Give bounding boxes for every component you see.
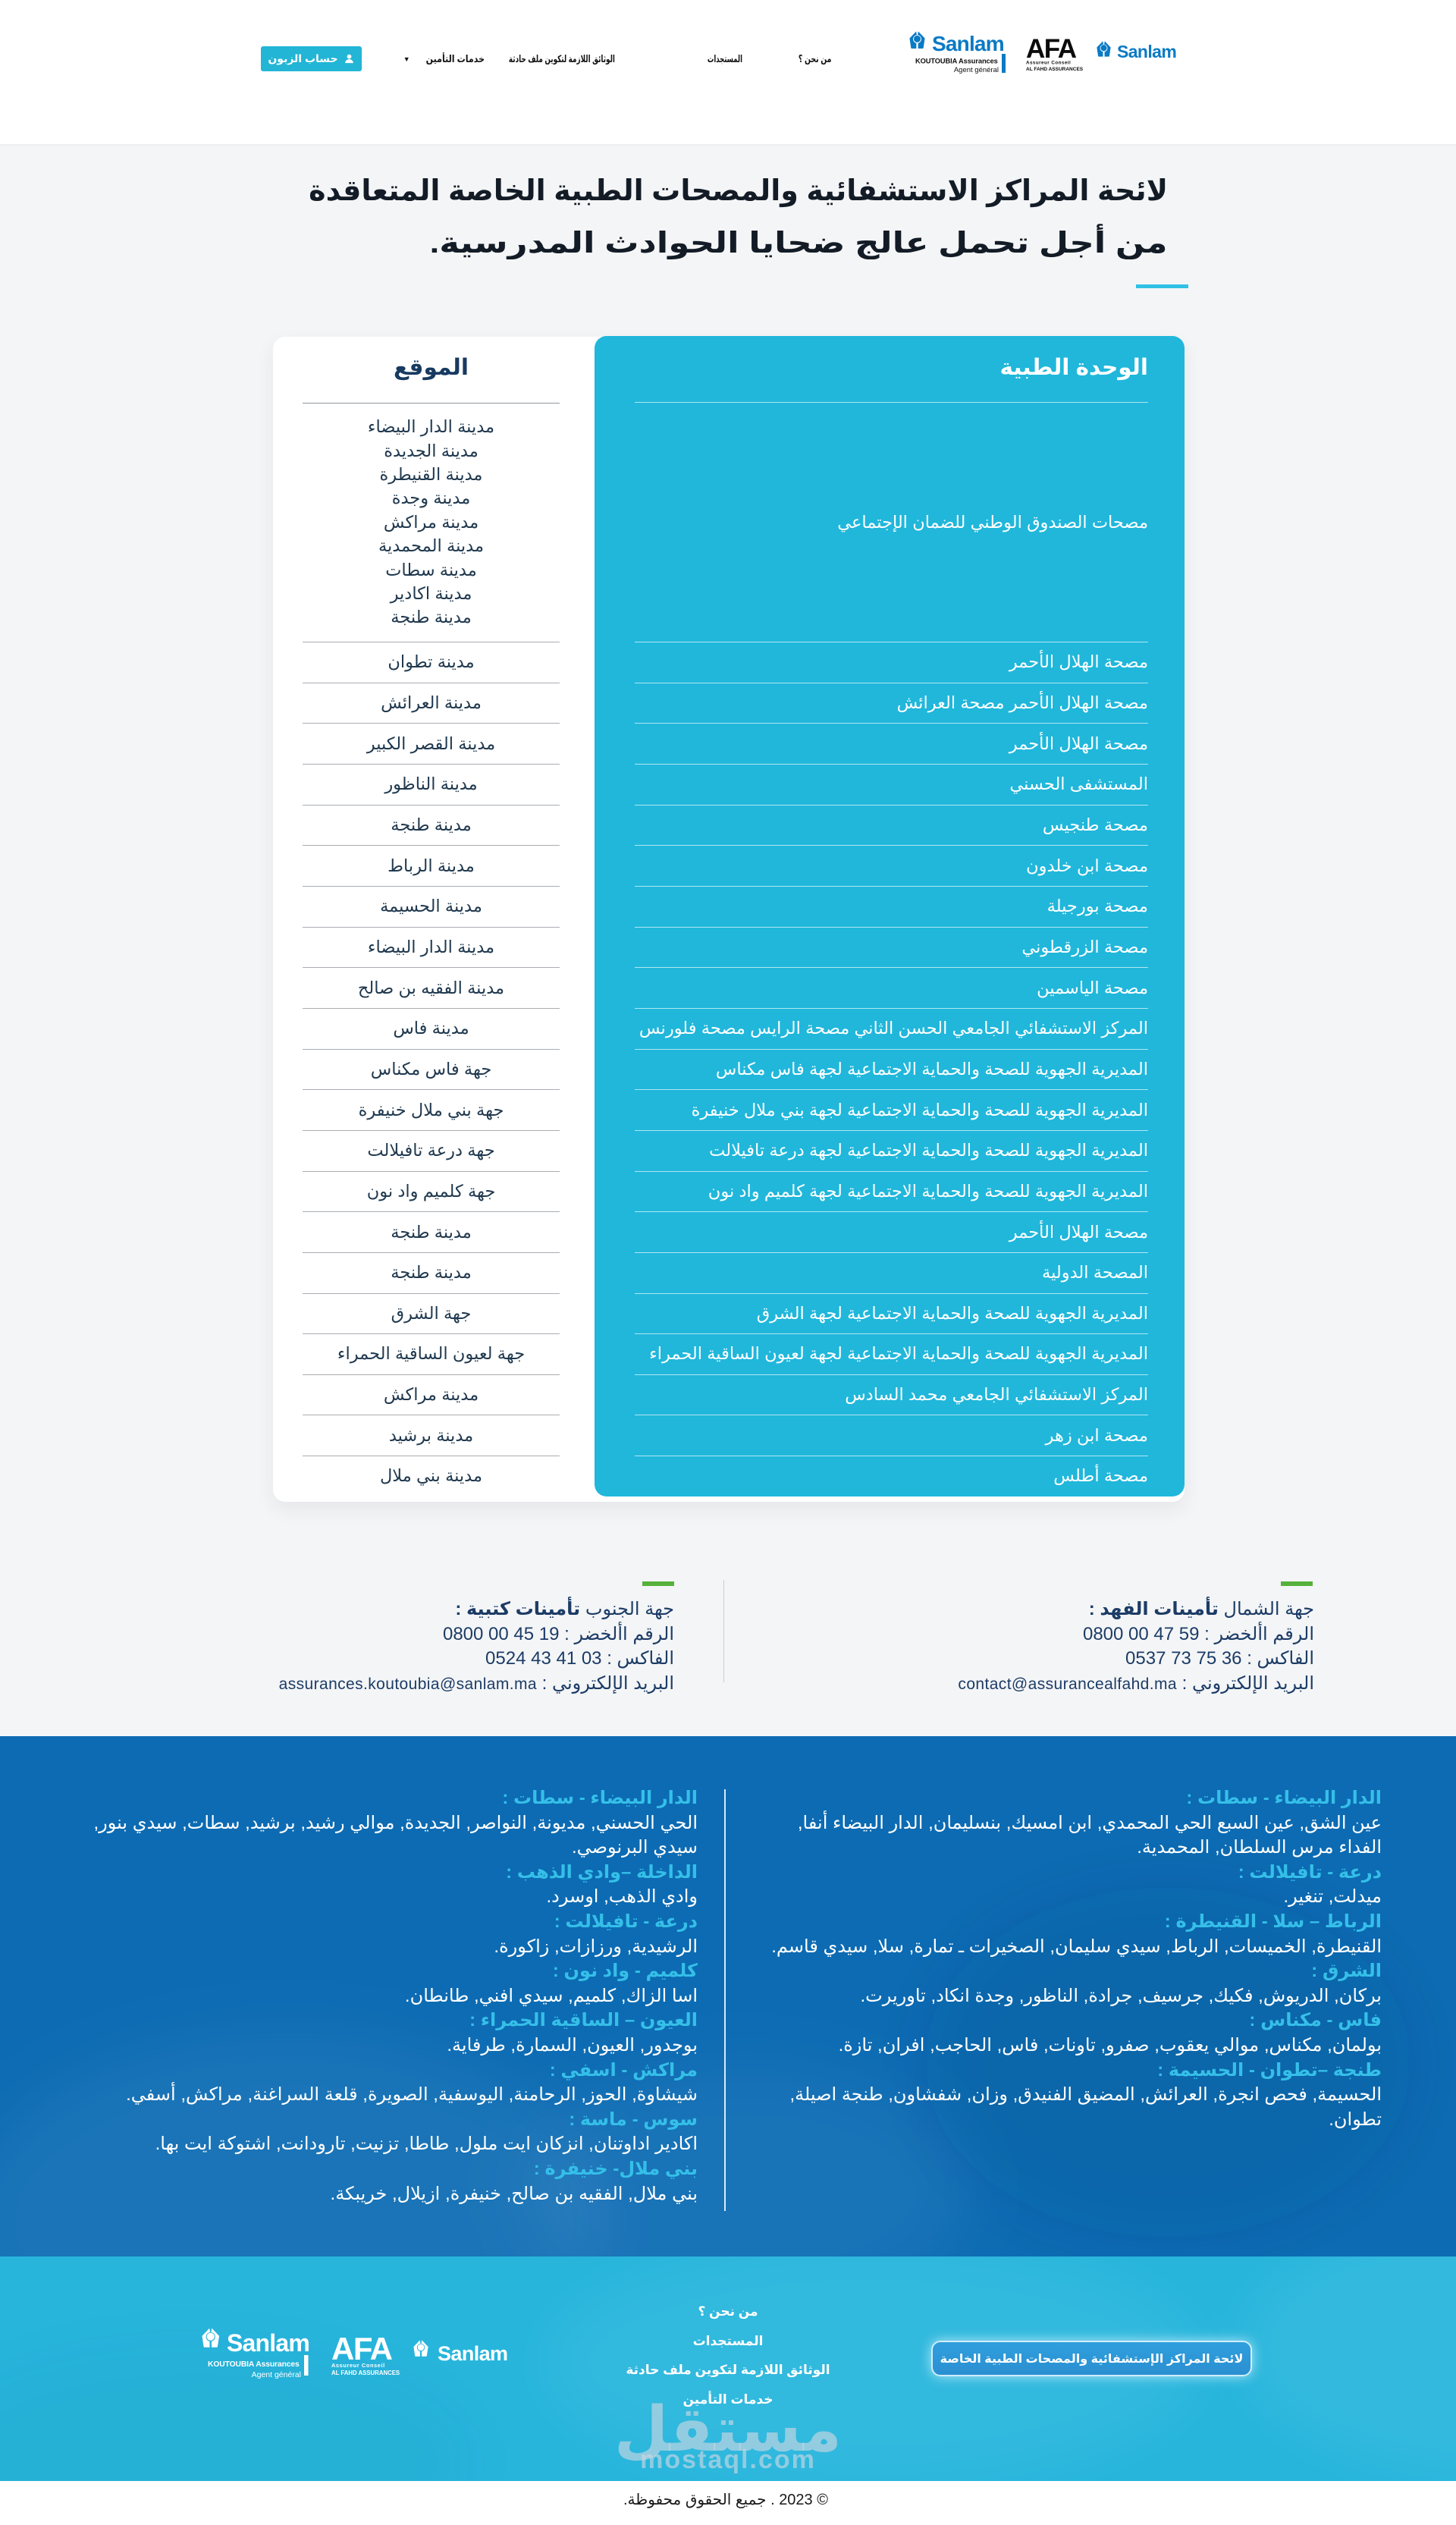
svg-text:KOUTOUBIA Assurances: KOUTOUBIA Assurances — [915, 58, 998, 65]
svg-text:KOUTOUBIA Assurances: KOUTOUBIA Assurances — [208, 2360, 300, 2369]
svg-text:AL FAHD ASSURANCES: AL FAHD ASSURANCES — [1026, 67, 1084, 71]
svg-text:Sanlam: Sanlam — [227, 2329, 309, 2357]
svg-text:Sanlam: Sanlam — [932, 32, 1004, 55]
svg-text:Sanlam: Sanlam — [1117, 42, 1176, 61]
svg-text:Agent général: Agent général — [954, 66, 999, 74]
svg-text:AFA: AFA — [331, 2332, 393, 2366]
svg-text:Sanlam: Sanlam — [438, 2342, 507, 2365]
svg-text:AFA: AFA — [1026, 36, 1077, 64]
svg-text:AL FAHD ASSURANCES: AL FAHD ASSURANCES — [331, 2370, 400, 2376]
svg-text:Agent général: Agent général — [252, 2370, 301, 2379]
svg-text:Assureur Conseil: Assureur Conseil — [1026, 61, 1071, 66]
svg-text:Assureur Conseil: Assureur Conseil — [331, 2362, 385, 2369]
